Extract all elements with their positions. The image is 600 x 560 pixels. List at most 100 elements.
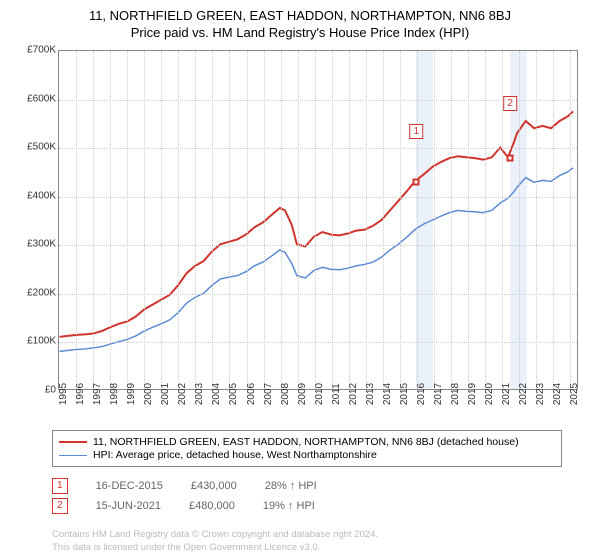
attribution-line: This data is licensed under the Open Gov… xyxy=(52,542,378,554)
x-tick-label: 2023 xyxy=(535,383,546,405)
x-tick-label: 2005 xyxy=(228,383,239,405)
gridline-vertical xyxy=(570,51,571,389)
legend-swatch xyxy=(59,441,87,443)
gridline-horizontal xyxy=(59,245,577,246)
x-tick-label: 2016 xyxy=(416,383,427,405)
chart-area: 12 £0£100K£200K£300K£400K£500K£600K£700K… xyxy=(30,50,590,420)
sale-marker xyxy=(507,154,514,161)
x-tick-label: 2014 xyxy=(382,383,393,405)
sale-hpi-delta: 19% ↑ HPI xyxy=(263,500,315,512)
y-tick-label: £500K xyxy=(27,142,56,153)
legend-label: HPI: Average price, detached house, West… xyxy=(93,449,377,461)
gridline-vertical xyxy=(417,51,418,389)
chart-title-subtitle: Price paid vs. HM Land Registry's House … xyxy=(0,25,600,40)
x-tick-label: 2004 xyxy=(211,383,222,405)
sale-price: £430,000 xyxy=(191,480,237,492)
y-tick-label: £400K xyxy=(27,190,56,201)
gridline-horizontal xyxy=(59,100,577,101)
gridline-vertical xyxy=(383,51,384,389)
gridline-vertical xyxy=(451,51,452,389)
legend-row: 11, NORTHFIELD GREEN, EAST HADDON, NORTH… xyxy=(59,436,555,448)
gridline-vertical xyxy=(468,51,469,389)
sale-hpi-delta: 28% ↑ HPI xyxy=(265,480,317,492)
gridline-vertical xyxy=(195,51,196,389)
x-tick-label: 1997 xyxy=(92,383,103,405)
gridline-vertical xyxy=(434,51,435,389)
x-tick-label: 2015 xyxy=(399,383,410,405)
x-tick-label: 2011 xyxy=(331,383,342,405)
gridline-vertical xyxy=(366,51,367,389)
legend: 11, NORTHFIELD GREEN, EAST HADDON, NORTH… xyxy=(52,430,562,467)
x-tick-label: 2012 xyxy=(348,383,359,405)
attribution: Contains HM Land Registry data © Crown c… xyxy=(52,529,378,554)
sale-row: 1 16-DEC-2015 £430,000 28% ↑ HPI xyxy=(52,478,317,494)
y-tick-label: £100K xyxy=(27,336,56,347)
x-tick-label: 2022 xyxy=(518,383,529,405)
y-tick-label: £300K xyxy=(27,239,56,250)
gridline-vertical xyxy=(315,51,316,389)
gridline-horizontal xyxy=(59,148,577,149)
gridline-vertical xyxy=(93,51,94,389)
x-tick-label: 2021 xyxy=(501,383,512,405)
title-area: 11, NORTHFIELD GREEN, EAST HADDON, NORTH… xyxy=(0,0,600,44)
x-tick-label: 2008 xyxy=(280,383,291,405)
gridline-vertical xyxy=(229,51,230,389)
x-tick-label: 2024 xyxy=(552,383,563,405)
gridline-vertical xyxy=(212,51,213,389)
series-line-hpi xyxy=(60,168,574,352)
gridline-vertical xyxy=(349,51,350,389)
x-tick-label: 2009 xyxy=(297,383,308,405)
gridline-vertical xyxy=(264,51,265,389)
sale-marker-label: 1 xyxy=(410,124,424,139)
sale-marker-label: 2 xyxy=(503,96,517,111)
gridline-horizontal xyxy=(59,294,577,295)
gridline-vertical xyxy=(161,51,162,389)
x-tick-label: 2025 xyxy=(569,383,580,405)
sale-row: 2 15-JUN-2021 £480,000 19% ↑ HPI xyxy=(52,498,315,514)
x-tick-label: 2020 xyxy=(484,383,495,405)
x-tick-label: 2003 xyxy=(194,383,205,405)
sale-marker xyxy=(413,179,420,186)
x-tick-label: 2007 xyxy=(263,383,274,405)
legend-label: 11, NORTHFIELD GREEN, EAST HADDON, NORTH… xyxy=(93,436,519,448)
gridline-vertical xyxy=(400,51,401,389)
x-tick-label: 1996 xyxy=(75,383,86,405)
y-tick-label: £200K xyxy=(27,287,56,298)
attribution-line: Contains HM Land Registry data © Crown c… xyxy=(52,529,378,541)
gridline-vertical xyxy=(127,51,128,389)
line-series-svg xyxy=(59,51,577,389)
x-tick-label: 2010 xyxy=(314,383,325,405)
x-tick-label: 2006 xyxy=(246,383,257,405)
sale-date: 16-DEC-2015 xyxy=(96,480,163,492)
gridline-vertical xyxy=(298,51,299,389)
gridline-vertical xyxy=(485,51,486,389)
gridline-vertical xyxy=(247,51,248,389)
plot-area: 12 xyxy=(58,50,578,390)
x-tick-label: 2000 xyxy=(143,383,154,405)
sale-price: £480,000 xyxy=(189,500,235,512)
sale-date: 15-JUN-2021 xyxy=(96,500,161,512)
sale-marker-badge: 2 xyxy=(52,498,68,514)
x-tick-label: 2018 xyxy=(450,383,461,405)
gridline-horizontal xyxy=(59,342,577,343)
legend-swatch xyxy=(59,455,87,456)
y-tick-label: £700K xyxy=(27,45,56,56)
y-tick-label: £600K xyxy=(27,93,56,104)
chart-title-address: 11, NORTHFIELD GREEN, EAST HADDON, NORTH… xyxy=(0,8,600,23)
gridline-horizontal xyxy=(59,197,577,198)
gridline-vertical xyxy=(110,51,111,389)
sale-marker-badge: 1 xyxy=(52,478,68,494)
x-tick-label: 2002 xyxy=(177,383,188,405)
gridline-vertical xyxy=(553,51,554,389)
gridline-vertical xyxy=(144,51,145,389)
series-line-property xyxy=(60,111,574,336)
chart-container: 11, NORTHFIELD GREEN, EAST HADDON, NORTH… xyxy=(0,0,600,560)
gridline-vertical xyxy=(281,51,282,389)
gridline-vertical xyxy=(178,51,179,389)
x-tick-label: 1999 xyxy=(126,383,137,405)
gridline-vertical xyxy=(519,51,520,389)
x-tick-label: 2017 xyxy=(433,383,444,405)
gridline-vertical xyxy=(332,51,333,389)
x-tick-label: 2013 xyxy=(365,383,376,405)
x-tick-label: 2019 xyxy=(467,383,478,405)
